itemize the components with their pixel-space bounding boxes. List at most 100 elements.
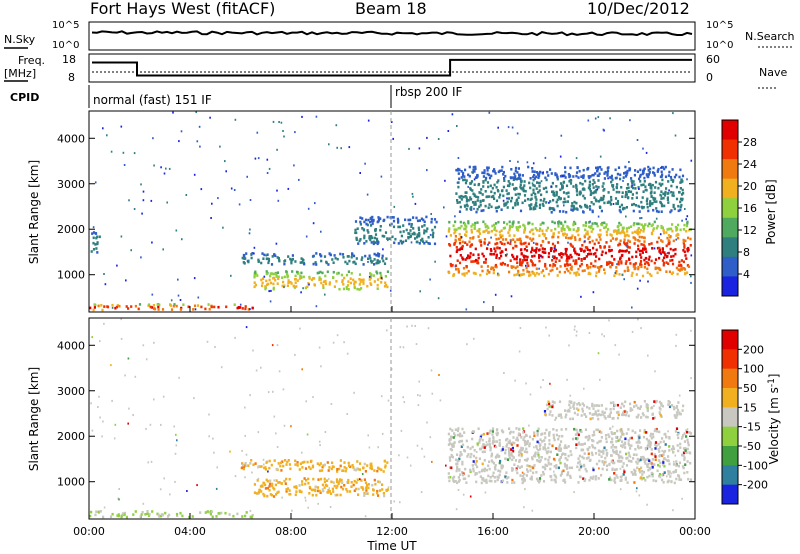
range-cell [584, 179, 587, 183]
sparse-cell [147, 461, 149, 464]
sparse-cell [179, 299, 182, 301]
sparse-cell [419, 290, 421, 293]
range-cell [505, 471, 508, 474]
range-cell [577, 443, 581, 446]
range-cell [620, 249, 623, 253]
range-cell [473, 203, 476, 206]
range-cell [548, 442, 551, 446]
sparse-cell [690, 377, 692, 380]
range-cell [558, 414, 561, 417]
range-cell [329, 492, 333, 495]
range-cell [470, 181, 473, 185]
range-cell [574, 262, 577, 265]
range-cell [586, 405, 589, 409]
range-cell [669, 210, 672, 214]
range-cell [378, 489, 382, 492]
range-cell [567, 471, 570, 474]
range-cell [593, 433, 596, 436]
range-cell [272, 486, 275, 490]
range-cell [341, 469, 344, 472]
range-cell [494, 263, 497, 267]
range-cell [655, 444, 658, 448]
range-cell [637, 438, 640, 441]
range-cell [503, 179, 506, 182]
range-cell [621, 445, 624, 449]
range-cell [627, 186, 630, 190]
range-cell [619, 239, 622, 243]
range-cell [645, 257, 648, 260]
sparse-cell [523, 506, 525, 509]
range-cell [431, 228, 434, 232]
range-cell [557, 225, 560, 228]
range-cell [664, 443, 667, 446]
range-cell [365, 222, 368, 226]
range-cell [668, 242, 671, 245]
range-cell [584, 203, 587, 207]
range-cell [581, 407, 584, 411]
range-cell [508, 182, 511, 185]
range-cell [611, 432, 614, 436]
range-cell [575, 201, 578, 205]
range-cell [538, 203, 542, 207]
range-cell [587, 438, 590, 442]
range-cell [526, 450, 529, 454]
range-cell [309, 467, 312, 471]
sparse-cell [490, 236, 492, 239]
range-cell [383, 218, 386, 222]
range-cell [571, 209, 574, 212]
range-cell [501, 479, 505, 483]
range-cell [604, 225, 607, 229]
range-cell [567, 445, 570, 448]
sparse-cell [629, 455, 632, 458]
range-cell [531, 248, 534, 251]
range-cell [368, 236, 371, 240]
range-cell [615, 185, 618, 189]
range-cell [614, 176, 617, 180]
range-cell [276, 491, 279, 494]
range-cell [494, 172, 497, 175]
range-cell [647, 175, 650, 179]
range-cell [517, 269, 520, 273]
range-cell [543, 410, 547, 413]
range-cell [319, 270, 322, 274]
range-cell [682, 240, 686, 243]
range-cell [635, 441, 638, 444]
range-cell [675, 477, 678, 481]
range-cell [650, 242, 653, 245]
range-cell [386, 461, 389, 464]
range-cell [536, 429, 539, 433]
sparse-cell [497, 126, 499, 129]
sparse-cell [563, 204, 565, 207]
range-cell [539, 438, 542, 441]
range-cell [543, 446, 546, 449]
range-cell [301, 261, 304, 264]
range-cell [345, 273, 349, 277]
range-cell [610, 446, 613, 449]
range-cell [347, 481, 350, 484]
range-cell [651, 247, 654, 250]
range-cell [646, 475, 649, 479]
range-cell [552, 198, 555, 202]
sparse-cell [150, 460, 153, 463]
range-cell [537, 272, 540, 276]
range-cell [628, 240, 632, 243]
range-cell [342, 283, 345, 286]
sparse-cell [519, 327, 522, 329]
range-cell [488, 431, 491, 435]
range-cell [677, 264, 680, 267]
sparse-cell [284, 480, 287, 483]
range-cell [667, 400, 670, 403]
range-cell [363, 462, 366, 466]
range-cell [353, 479, 356, 483]
range-cell [551, 259, 554, 262]
range-cell [569, 474, 572, 478]
range-cell [535, 171, 539, 174]
range-cell [564, 264, 567, 268]
range-cell [324, 274, 327, 278]
range-cell [469, 196, 472, 199]
sparse-cell [451, 113, 454, 116]
range-cell [570, 453, 573, 457]
range-cell [477, 235, 480, 238]
range-cell [652, 227, 655, 230]
sparse-cell [219, 145, 221, 148]
